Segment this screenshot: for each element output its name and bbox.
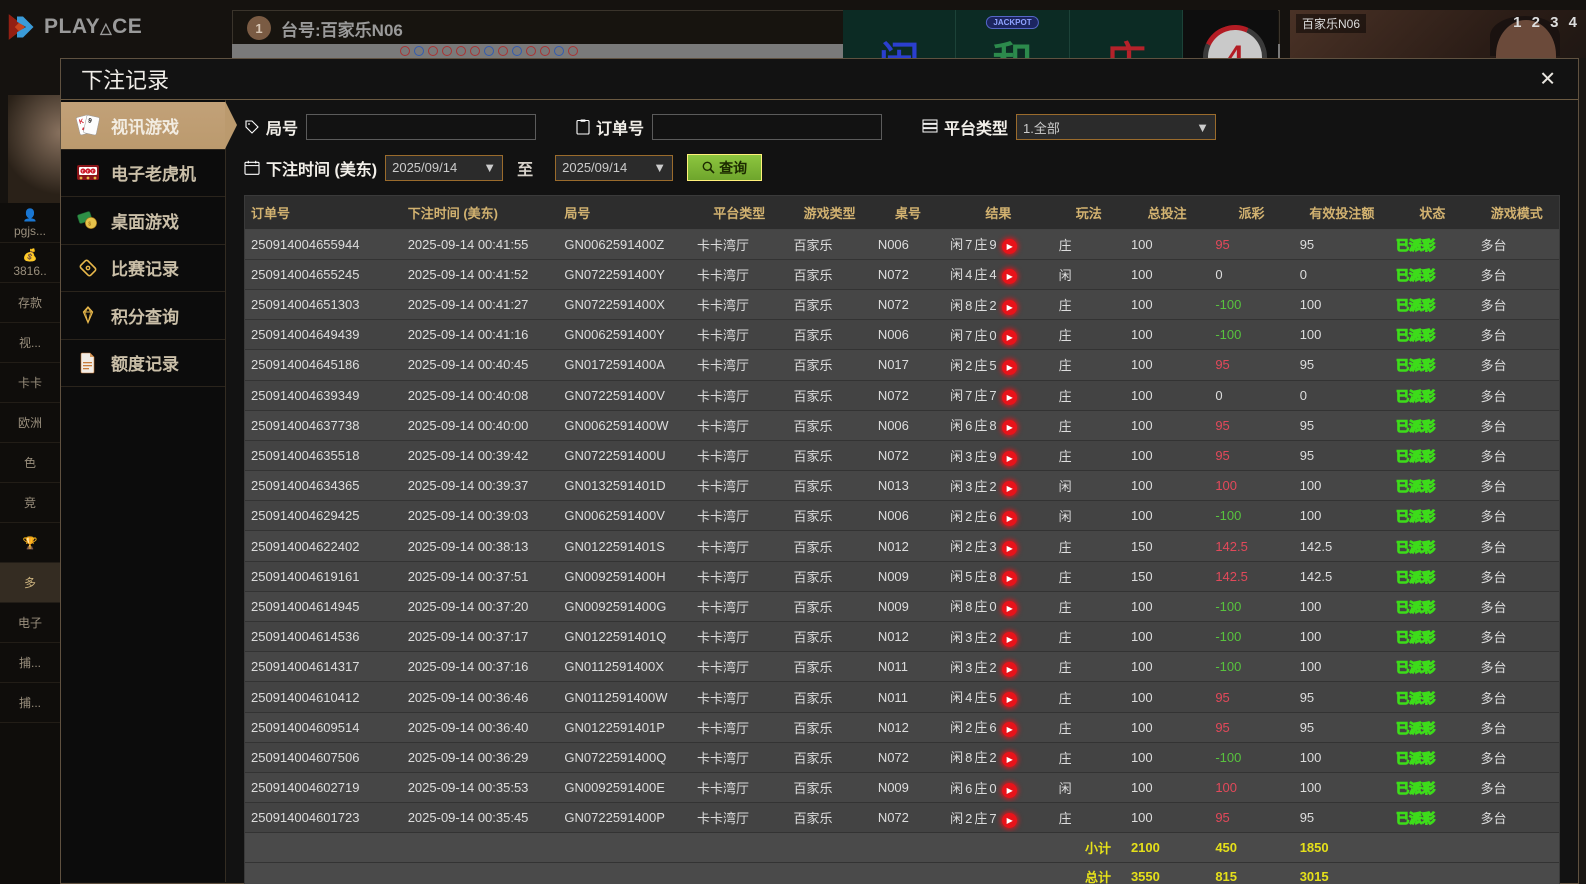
svg-text:7: 7	[82, 169, 84, 173]
svg-text:$: $	[88, 222, 91, 228]
svg-text:7: 7	[92, 169, 94, 173]
svg-text:7: 7	[87, 169, 89, 173]
